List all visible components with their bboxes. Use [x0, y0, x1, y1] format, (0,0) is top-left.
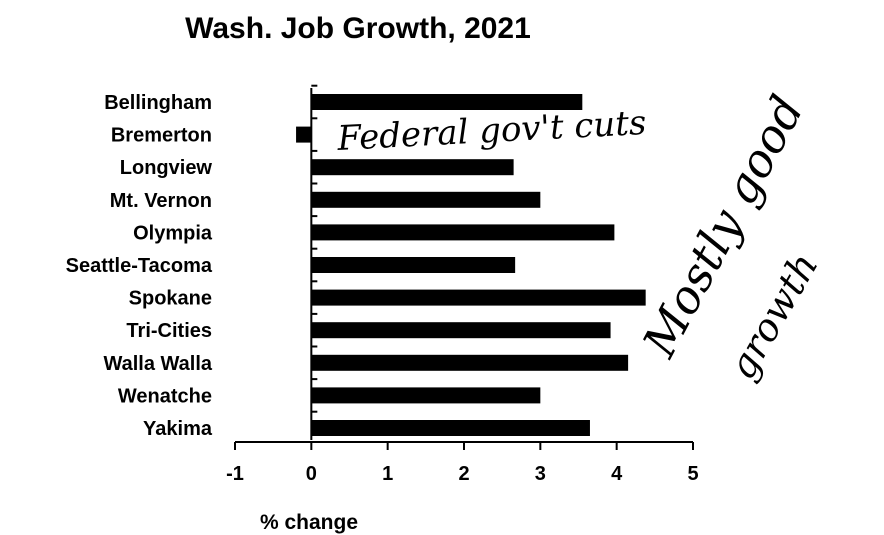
bar [311, 420, 590, 436]
category-label: Seattle-Tacoma [66, 255, 213, 277]
bar [311, 322, 611, 339]
bar [311, 224, 615, 241]
y-axis [310, 84, 318, 440]
x-tick-label: 4 [611, 463, 623, 485]
chart-title: Wash. Job Growth, 2021 [185, 12, 531, 45]
category-label: Spokane [129, 288, 212, 310]
x-tick-label: -1 [226, 463, 244, 485]
x-tick-label: 5 [687, 463, 698, 485]
category-label: Olympia [133, 222, 213, 244]
bar [311, 354, 629, 371]
category-label: Mt. Vernon [110, 190, 212, 212]
bars [296, 94, 646, 436]
bar [296, 126, 312, 143]
annotation-federal-cuts: Federal gov't cuts [335, 103, 647, 159]
x-tick-label: 2 [458, 463, 469, 485]
x-tick-label: 1 [382, 463, 393, 485]
category-label: Tri-Cities [126, 320, 212, 342]
category-label: Walla Walla [103, 353, 212, 375]
x-axis: -1 0 1 2 3 4 5 [226, 441, 699, 485]
bar [311, 387, 541, 404]
x-tick-label: 0 [306, 463, 317, 485]
bar [311, 289, 646, 306]
category-label: Bellingham [104, 92, 212, 114]
bar [311, 191, 541, 208]
x-tick-label: 3 [535, 463, 546, 485]
bar [311, 257, 516, 273]
bar [311, 94, 583, 110]
category-label: Yakima [143, 418, 213, 440]
annotation-growth: growth [720, 245, 827, 386]
category-label: Bremerton [111, 125, 212, 147]
category-label: Wenatche [118, 385, 212, 407]
category-labels: Bellingham Bremerton Longview Mt. Vernon Oly… [66, 92, 213, 440]
x-axis-label: % change [260, 511, 358, 534]
category-label: Longview [120, 157, 213, 179]
bar [311, 159, 514, 176]
